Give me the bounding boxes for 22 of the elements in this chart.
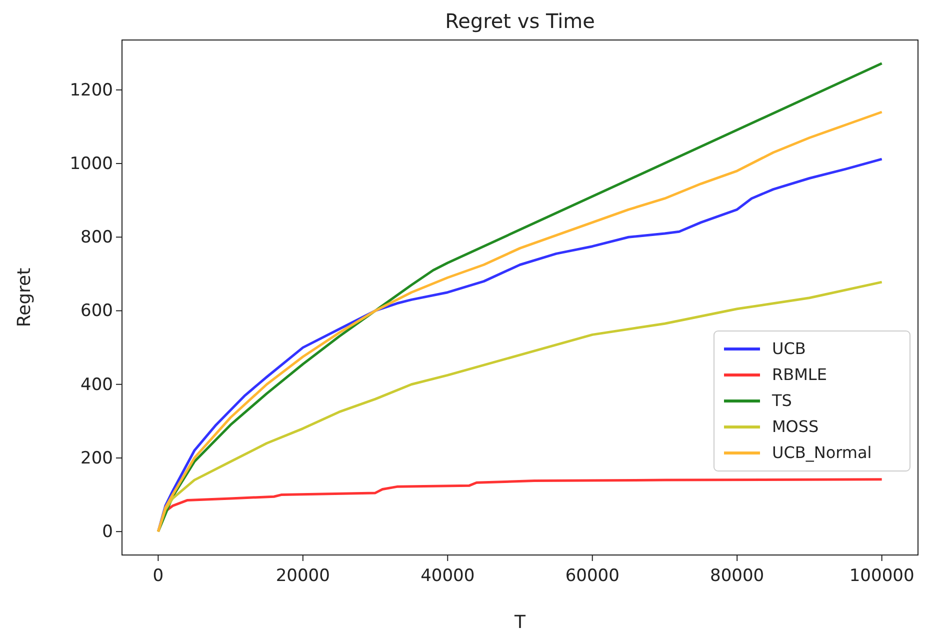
x-tick-label: 0 — [152, 566, 164, 586]
y-tick-label: 400 — [80, 374, 113, 395]
x-tick-label: 20000 — [276, 566, 330, 586]
legend-label: RBMLE — [772, 365, 827, 384]
y-tick-label: 800 — [80, 228, 113, 248]
chart-title: Regret vs Time — [445, 9, 595, 33]
y-tick-label: 1200 — [70, 80, 113, 100]
y-tick-label: 1000 — [70, 154, 113, 174]
x-tick-label: 40000 — [420, 566, 475, 586]
y-tick-label: 600 — [80, 301, 113, 322]
y-tick-label: 200 — [80, 448, 113, 468]
x-tick-label: 80000 — [710, 566, 764, 586]
legend-label: UCB_Normal — [772, 443, 872, 462]
y-axis-title: Regret — [14, 268, 35, 328]
x-tick-label: 100000 — [849, 566, 914, 586]
line-series — [156, 280, 884, 533]
y-tick-label: 0 — [102, 522, 113, 542]
x-axis-title: T — [514, 612, 526, 633]
legend-label: TS — [771, 391, 792, 410]
x-tick-label: 60000 — [565, 566, 620, 586]
legend-label: UCB — [772, 339, 806, 358]
legend-label: MOSS — [772, 417, 819, 436]
